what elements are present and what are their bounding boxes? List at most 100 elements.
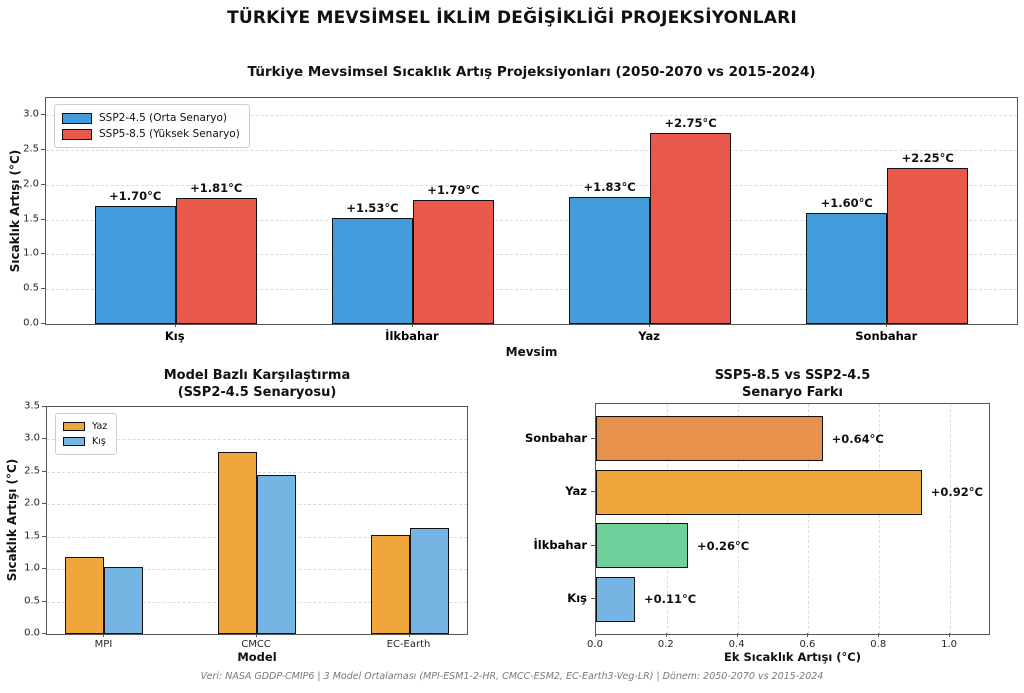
bar-value-label: +0.92°C [930,485,983,500]
gridline [46,219,1017,221]
bar-kis-ssp2-4-5-orta-senaryo [94,205,176,324]
bar-ilkbahar-ssp5-8-5-yuksek-senaryo [412,199,494,324]
gridline [737,404,739,634]
bar-ec-earth-kis [409,528,449,634]
legend-label: Yaz [92,421,108,432]
x-axis-tick-label: 0.2 [657,639,674,650]
model-chart-title: Model Bazlı Karşılaştırma (SSP2-4.5 Sena… [163,368,351,400]
y-axis-tickmark [42,470,46,472]
x-axis-category-label: İlkbahar [385,329,439,343]
gridline [46,254,1017,256]
x-axis-tickmark [411,323,413,327]
scenario-diff-chart-title: SSP5-8.5 vs SSP2-4.5 Senaryo Farkı [714,368,871,400]
x-axis-tickmark [256,633,257,637]
y-axis-tick-label: 3.0 [24,432,40,444]
bar-value-label: +2.75°C [664,115,717,130]
legend-item-kis: Kış [63,434,107,449]
y-axis-tickmark [42,633,46,634]
x-axis-category-label: MPI [94,639,113,650]
legend-swatch [63,422,85,431]
bar-mpi-yaz [65,556,105,634]
y-axis-tick-label: 3.0 [23,108,39,120]
bar-ilkbahar-ssp2-4-5-orta-senaryo [331,217,413,324]
legend-item-yaz: Yaz [63,419,107,434]
legend-item-ssp2-4-5-orta-senaryo: SSP2-4.5 (Orta Senaryo) [62,110,240,126]
gridline [808,404,810,634]
seasonal-chart-plot-area: +1.70°C +1.81°C +1.53°C +1.79°C +1.83°C +2.75… [45,97,1018,325]
x-axis-tickmark [949,633,951,637]
y-axis-tickmark [591,544,595,546]
y-axis-tickmark [42,438,46,440]
bar-sonbahar [596,416,823,462]
scenario-diff-xlabel: Ek Sıcaklık Artışı (°C) [724,650,861,664]
gridline [46,184,1017,186]
legend: SSP2-4.5 (Orta Senaryo) SSP5-8.5 (Yüksek … [54,104,250,148]
x-axis-tickmark [736,633,738,637]
bar-value-label: +0.26°C [697,538,750,553]
legend-item-ssp5-8-5-yuksek-senaryo: SSP5-8.5 (Yüksek Senaryo) [62,126,240,142]
bar-sonbahar-ssp5-8-5-yuksek-senaryo [887,167,969,324]
bar-cmcc-yaz [218,451,257,634]
legend-swatch [63,437,85,446]
x-axis-category-label: EC-Earth [386,639,431,650]
y-axis-category-label: Yaz [565,484,587,499]
y-axis-tick-label: 0.0 [23,317,39,329]
x-axis-tick-label: 0.4 [728,639,745,650]
x-axis-category-label: Sonbahar [855,329,918,343]
x-axis-category-label: Yaz [638,329,660,343]
legend-label: SSP2-4.5 (Orta Senaryo) [99,112,227,124]
seasonal-chart-xlabel: Mevsim [505,345,558,359]
x-axis-category-label: Kış [164,329,185,343]
seasonal-chart-title: Türkiye Mevsimsel Sıcaklık Artış Projeks… [247,64,816,80]
y-axis-tick-label: 1.0 [24,562,40,574]
x-axis-tickmark [649,323,651,327]
bar-yaz-ssp5-8-5-yuksek-senaryo [650,132,732,324]
model-chart-plot-area: Yaz Kış [46,406,468,635]
y-axis-tick-label: 0.5 [24,595,40,607]
x-axis-tickmark [807,633,809,637]
bar-kis [596,576,635,622]
bar-value-label: +1.60°C [820,195,873,210]
y-axis-tick-label: 0.5 [23,282,39,294]
bar-mpi-kis [104,566,144,634]
x-axis-tickmark [174,323,176,327]
gridline [46,289,1017,291]
bar-value-label: +1.53°C [346,200,399,215]
model-chart-xlabel: Model [237,650,277,664]
legend-swatch [62,128,92,140]
x-axis-tickmark [665,633,667,637]
y-axis-category-label: Kış [567,591,587,606]
x-axis-tickmark [878,633,880,637]
y-axis-tickmark [42,406,46,407]
y-axis-tickmark [41,183,45,185]
legend-label: Kış [92,436,106,447]
bar-value-label: +1.81°C [190,181,243,196]
y-axis-tickmark [591,598,595,600]
gridline [666,404,668,634]
legend: Yaz Kış [55,413,118,455]
y-axis-category-label: İlkbahar [533,537,587,552]
x-axis-tick-label: 0.0 [587,639,603,650]
bar-ilkbahar [596,523,689,569]
y-axis-tickmark [591,437,595,439]
y-axis-tickmark [42,503,46,505]
x-axis-tickmark [408,633,410,637]
x-axis-tickmark [595,633,596,637]
y-axis-tickmark [42,600,46,602]
y-axis-tickmark [41,288,45,290]
bar-yaz-ssp2-4-5-orta-senaryo [569,196,651,324]
x-axis-tick-label: 0.8 [870,639,887,650]
x-axis-category-label: CMCC [241,639,271,650]
gridline [47,439,467,441]
x-axis-tick-label: 1.0 [941,639,957,650]
page-title: TÜRKİYE MEVSİMSEL İKLİM DEĞİŞİKLİĞİ PROJ… [227,8,797,28]
y-axis-tick-label: 1.5 [24,530,40,542]
legend-label: SSP5-8.5 (Yüksek Senaryo) [99,128,240,140]
bar-cmcc-kis [257,475,296,634]
gridline [47,471,467,473]
x-axis-tickmark [886,323,888,327]
gridline [879,404,881,634]
y-axis-tickmark [41,253,45,255]
y-axis-tickmark [41,149,45,151]
